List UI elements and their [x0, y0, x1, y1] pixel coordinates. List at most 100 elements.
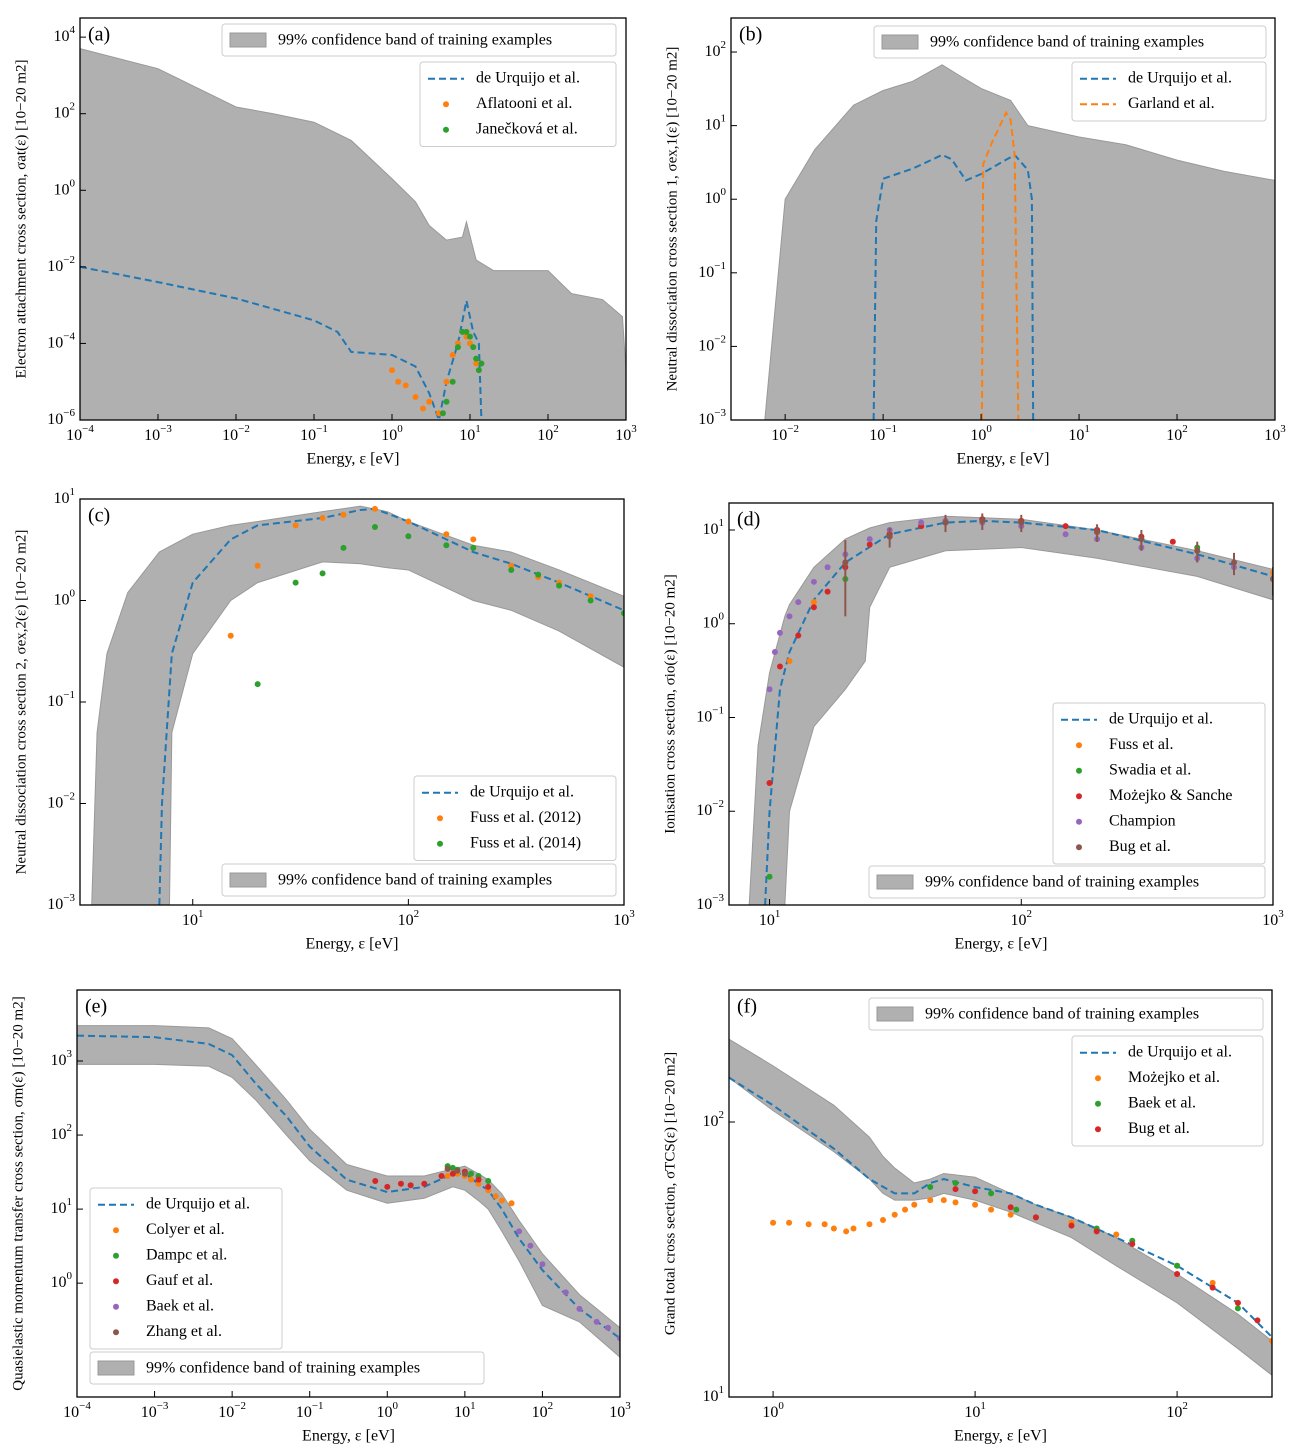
legend-box: [89, 1351, 485, 1385]
legend-box: [221, 23, 617, 57]
data-point: [795, 632, 802, 639]
data-point: [467, 1176, 474, 1183]
x-axis-label: Energy, ε [eV]: [306, 936, 399, 953]
panel: 10−4 10−3 10−2 10−1 100 101 102 103 100 101 102 103…: [10, 989, 631, 1445]
data-point: [866, 536, 873, 543]
plot-area: [80, 48, 626, 420]
data-point: [562, 1289, 569, 1296]
legend-swatch: [437, 840, 443, 847]
legend-label: Możejko et al.: [1128, 1069, 1220, 1086]
data-point: [527, 1242, 534, 1249]
x-tick-label: 102: [537, 423, 559, 444]
legend-label: Champion: [1109, 812, 1176, 829]
legend-box: [413, 775, 617, 861]
x-tick-label: 103: [609, 1400, 631, 1421]
data-point: [1269, 1337, 1272, 1344]
data-line: [980, 110, 1020, 420]
x-tick-label: 101: [459, 423, 481, 444]
legend-swatch: [1076, 742, 1082, 749]
legend-label: de Urquijo et al.: [146, 1195, 250, 1212]
y-tick-label: 102: [703, 1109, 725, 1130]
data-point: [508, 1200, 515, 1207]
data-point: [319, 514, 326, 521]
data-point: [1032, 1214, 1039, 1221]
data-point: [810, 599, 817, 606]
x-tick-label: 101: [964, 1400, 986, 1421]
legend-swatch: [113, 1329, 119, 1336]
data-point: [443, 531, 450, 538]
data-point: [426, 398, 433, 405]
data-line: [80, 265, 483, 420]
legend-swatch: [881, 34, 919, 50]
legend-label: de Urquijo et al.: [1128, 1043, 1232, 1060]
y-tick-label: 10−3: [696, 892, 724, 913]
legend-label: 99% confidence band of training examples: [278, 872, 552, 889]
legend-box: [221, 863, 617, 897]
legend-box: [1071, 1035, 1264, 1147]
x-tick-label: 100: [381, 423, 403, 444]
data-point: [516, 1228, 523, 1235]
y-tick-label: 102: [705, 39, 727, 60]
plot-area: [764, 64, 1275, 420]
legend-label: de Urquijo et al.: [1128, 69, 1232, 86]
data-point: [443, 542, 450, 549]
y-tick-label: 10−2: [696, 798, 724, 819]
data-point: [795, 599, 802, 606]
y-axis-label: Quasielastic momentum transfer cross sec…: [10, 996, 26, 1390]
y-tick-label: 100: [54, 177, 76, 198]
legend-label: Aflatooni et al.: [476, 95, 572, 112]
legend-swatch: [1076, 767, 1082, 774]
data-point: [439, 410, 446, 417]
data-point: [879, 1217, 886, 1224]
data-point: [1209, 1284, 1216, 1291]
panel-label: (c): [88, 505, 110, 527]
panel: 100 101 102 101 102 Energy, ε [eV] Grand total…: [662, 989, 1273, 1445]
data-point: [443, 398, 450, 405]
panel-label: (a): [88, 24, 110, 46]
x-tick-label: 10−4: [63, 1400, 91, 1421]
data-point: [942, 519, 949, 526]
data-point: [972, 1201, 979, 1208]
data-point: [443, 378, 450, 385]
data-point: [972, 1188, 979, 1195]
panel-label: (e): [85, 996, 107, 1018]
data-point: [911, 1201, 918, 1208]
legend-box: [419, 61, 617, 147]
data-point: [498, 1197, 505, 1204]
x-tick-label: 10−4: [66, 423, 94, 444]
data-point: [843, 1228, 850, 1235]
x-tick-label: 102: [1166, 423, 1188, 444]
y-tick-label: 10−2: [47, 253, 75, 274]
x-tick-label: 103: [613, 908, 635, 929]
legend-label: Colyer et al.: [146, 1221, 225, 1238]
legend-label: Możejko & Sanche: [1109, 787, 1233, 804]
data-point: [449, 1170, 456, 1177]
data-point: [454, 1167, 461, 1174]
legend-swatch: [113, 1278, 119, 1285]
y-axis-label: Electron attachment cross section, σat(ε…: [13, 60, 29, 379]
confidence-band: [91, 505, 624, 905]
data-point: [254, 562, 261, 569]
y-tick-label: 10−4: [47, 330, 75, 351]
data-point: [420, 405, 427, 412]
data-point: [1013, 1206, 1020, 1213]
data-point: [927, 1184, 934, 1191]
data-point: [810, 578, 817, 585]
data-point: [444, 1165, 451, 1172]
legend-swatch: [437, 815, 443, 822]
data-point: [319, 570, 326, 577]
data-point: [587, 597, 594, 604]
legend-swatch: [1095, 1126, 1101, 1133]
data-point: [473, 355, 480, 362]
y-axis-label: Neutral dissociation cross section 1, σe…: [664, 47, 680, 392]
legend-label: 99% confidence band of training examples: [925, 874, 1199, 891]
y-tick-label: 102: [54, 100, 76, 121]
confidence-band: [748, 515, 1273, 905]
data-point: [952, 1180, 959, 1187]
x-tick-label: 101: [1068, 423, 1090, 444]
data-point: [952, 1186, 959, 1193]
data-point: [449, 1164, 456, 1171]
x-tick-label: 100: [377, 1400, 399, 1421]
data-point: [372, 1177, 379, 1184]
